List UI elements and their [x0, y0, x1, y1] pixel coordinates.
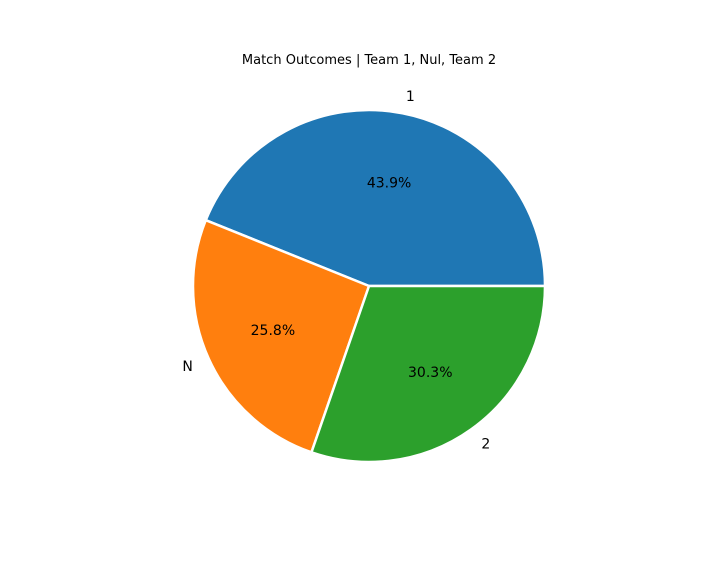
slice-percent-2: 30.3% [408, 365, 452, 381]
pie-slices [191, 108, 547, 464]
pie-slice-N [191, 218, 371, 454]
pie-slice-1 [204, 108, 547, 288]
slice-label-2: 2 [481, 437, 490, 453]
pie-slice-2 [310, 284, 547, 464]
slice-percent-1: 43.9% [367, 175, 411, 191]
chart-title: Match Outcomes | Team 1, Nul, Team 2 [242, 53, 496, 68]
slice-label-1: 1 [406, 89, 415, 105]
slice-percent-N: 25.8% [251, 323, 295, 339]
slice-label-N: N [182, 359, 192, 375]
pie-labels: 1 43.9% N 25.8% 2 30.3% [182, 89, 490, 453]
